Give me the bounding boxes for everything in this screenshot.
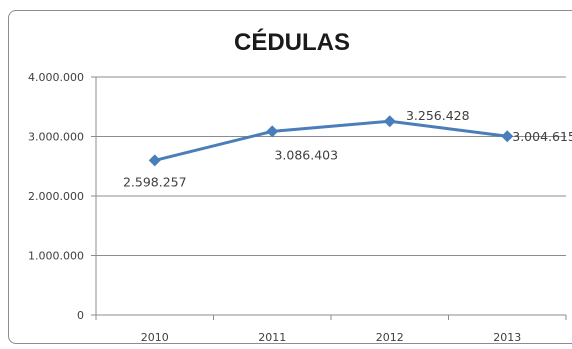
y-tick-label: 2.000.000	[28, 190, 84, 203]
x-tick-label: 2011	[258, 331, 286, 344]
chart-frame	[8, 10, 572, 344]
gridlines	[96, 76, 566, 316]
y-axis: 0 1.000.000 2.000.000 3.000.000 4.000.000	[28, 71, 97, 322]
data-point-marker	[383, 115, 396, 128]
x-tick-label: 2013	[493, 331, 521, 344]
data-point-marker	[266, 125, 279, 138]
x-tick-label: 2010	[141, 331, 169, 344]
y-tick-label: 0	[77, 309, 84, 322]
data-label: 3.256.428	[406, 108, 470, 123]
x-tick-label: 2012	[376, 331, 404, 344]
series-line	[154, 119, 508, 162]
chart-title: CÉDULAS	[234, 28, 350, 56]
y-tick-label: 3.000.000	[28, 131, 84, 144]
x-axis: 2010 2011 2012 2013	[95, 315, 567, 344]
y-tick-label: 1.000.000	[28, 250, 84, 263]
y-tick-label: 4.000.000	[28, 71, 84, 84]
data-label: 2.598.257	[123, 174, 187, 189]
data-point-marker	[148, 154, 161, 167]
data-label: 3.004.615	[512, 129, 572, 144]
series-cedulas: 2.598.257 3.086.403 3.256.428 3.004.615	[123, 108, 572, 189]
data-label: 3.086.403	[274, 147, 338, 162]
data-point-marker	[501, 130, 514, 143]
